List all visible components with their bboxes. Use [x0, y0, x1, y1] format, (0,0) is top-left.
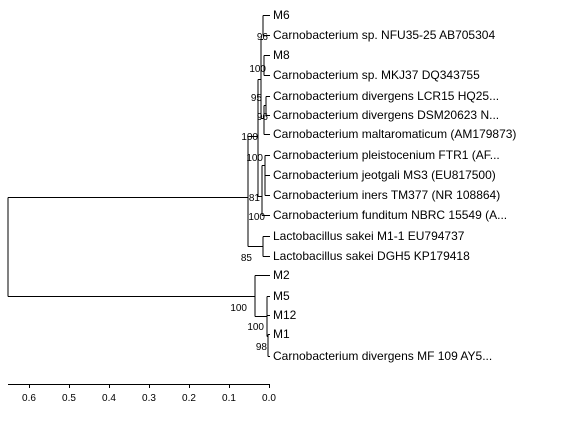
- bootstrap-value: 100: [248, 212, 265, 223]
- axis-tick-label: 0.5: [62, 393, 76, 404]
- bootstrap-value: 100: [249, 64, 266, 75]
- leaf-label: M6: [273, 8, 290, 22]
- leaf-label: Carnobacterium divergens DSM20623 N...: [273, 108, 499, 122]
- leaf-label: Carnobacterium iners TM377 (NR 108864): [273, 188, 500, 202]
- bootstrap-value: 96: [257, 32, 269, 43]
- leaf-label: Carnobacterium sp. NFU35-25 AB705304: [273, 28, 495, 42]
- leaf-label: M5: [273, 289, 290, 303]
- leaf-label: Carnobacterium maltaromaticum (AM179873): [273, 127, 516, 141]
- tree-branches: [7, 15, 270, 357]
- axis-tick-label: 0.1: [222, 393, 236, 404]
- bootstrap-value: 100: [241, 132, 258, 143]
- leaf-label: M12: [273, 308, 297, 322]
- leaf-label: Carnobacterium sp. MKJ37 DQ343755: [273, 68, 480, 82]
- leaf-label: Carnobacterium pleistocenium FTR1 (AF...: [273, 148, 500, 162]
- axis-tick-label: 0.3: [142, 393, 156, 404]
- axis-tick-label: 0.0: [262, 393, 276, 404]
- axis-tick-label: 0.6: [22, 393, 36, 404]
- leaf-label: Lactobacillus sakei M1-1 EU794737: [273, 229, 465, 243]
- bootstrap-value: 100: [230, 303, 247, 314]
- scale-axis: 0.6 0.5 0.4 0.3 0.2 0.1 0.0: [8, 384, 276, 404]
- bootstrap-value: 100: [246, 153, 263, 164]
- axis-tick-label: 0.2: [182, 393, 196, 404]
- axis-tick-label: 0.4: [102, 393, 116, 404]
- leaf-label: M2: [273, 268, 290, 282]
- leaf-label: M8: [273, 48, 290, 62]
- bootstrap-value: 81: [249, 193, 261, 204]
- bootstrap-value: 100: [247, 322, 264, 333]
- leaf-label: Carnobacterium divergens MF 109 AY5...: [273, 349, 492, 363]
- leaf-label: Carnobacterium divergens LCR15 HQ25...: [273, 89, 499, 103]
- bootstrap-value: 96: [257, 112, 269, 123]
- leaf-label: M1: [273, 327, 290, 341]
- bootstrap-value: 98: [256, 342, 268, 353]
- leaf-label: Lactobacillus sakei DGH5 KP179418: [273, 249, 470, 263]
- leaf-label: Carnobacterium jeotgali MS3 (EU817500): [273, 168, 496, 182]
- leaf-labels: M6 Carnobacterium sp. NFU35-25 AB705304 …: [273, 8, 516, 363]
- bootstrap-value: 95: [251, 93, 263, 104]
- leaf-label: Carnobacterium funditum NBRC 15549 (A...: [273, 208, 507, 222]
- bootstrap-value: 85: [241, 253, 253, 264]
- bootstrap-values: 96 100 95 96 100 100 81 100 85 100 100 9…: [230, 32, 268, 353]
